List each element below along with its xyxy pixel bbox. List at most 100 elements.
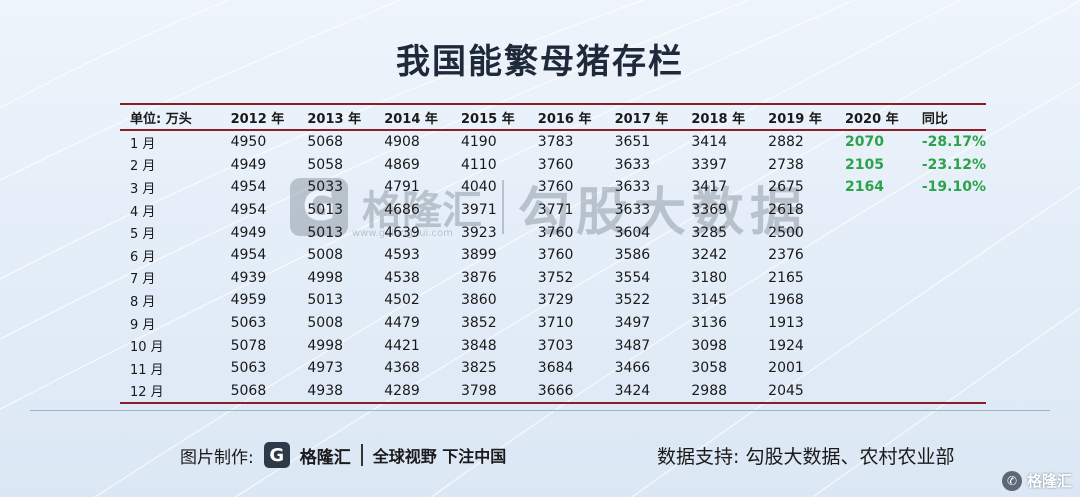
watermark-logo-icon: G (290, 178, 348, 236)
cell-value: 4938 (307, 382, 344, 399)
cell-yoy (922, 380, 986, 404)
row-month: 11 月 (130, 362, 164, 378)
cell-value: 3760 (537, 156, 574, 173)
data-source: 数据支持: 勾股大数据、农村农业部 (657, 445, 955, 468)
cell-value: 3651 (614, 134, 651, 151)
table-row: 6 月 4954 5008 4593 3899 3760 3586 3242 2376 (120, 244, 986, 267)
cell-value: 3825 (460, 360, 497, 377)
cell-value: 3899 (460, 247, 497, 264)
cell-value: 5013 (307, 292, 344, 309)
cell-value: 3522 (614, 292, 651, 309)
cell-value: 3487 (614, 337, 651, 354)
cell-value: 3554 (614, 269, 651, 286)
cell-value: 3783 (537, 134, 574, 151)
cell-value: 4959 (230, 292, 267, 309)
cell-2020 (845, 244, 922, 267)
row-month: 5 月 (130, 227, 156, 243)
header-2020: 2020 年 (844, 111, 899, 127)
table-row: 3 月 4954 5033 4791 4040 3760 3633 3417 2675 2164 -… (120, 176, 986, 199)
cell-value: 5013 (307, 202, 344, 219)
cell-value: 3497 (614, 315, 651, 332)
cell-value: 1924 (768, 337, 804, 354)
cell-value: 1913 (768, 315, 804, 332)
header-yoy: 同比 (921, 111, 948, 127)
table-row: 10 月 5078 4998 4421 3848 3703 3487 3098 1924 (120, 334, 986, 357)
cell-value: 4954 (230, 202, 267, 219)
header-2019: 2019 年 (768, 111, 822, 127)
row-month: 6 月 (130, 249, 156, 265)
cell-value: 2988 (691, 382, 728, 399)
row-month: 10 月 (130, 340, 164, 356)
cell-2020 (845, 267, 922, 290)
cell-value: 5033 (307, 179, 344, 196)
cell-value: 4421 (384, 337, 420, 354)
header-2018: 2018 年 (691, 111, 746, 127)
cell-value: 4949 (230, 156, 267, 173)
page-title: 我国能繁母猪存栏 (396, 42, 684, 82)
cell-value: 2882 (768, 134, 804, 151)
made-by-label: 图片制作: (180, 447, 254, 468)
table-row: 5 月 4949 5013 4639 3923 3760 3604 3285 2500 (120, 221, 986, 244)
cell-value: 3771 (537, 202, 574, 219)
cell-value: 4593 (384, 247, 420, 264)
table-row: 12 月 5068 4938 4289 3798 3666 3424 2988 2045 (120, 380, 986, 404)
cell-value: 4998 (307, 337, 344, 354)
header-unit: 单位: 万头 (130, 111, 192, 127)
cell-value: 3752 (537, 269, 574, 286)
cell-value: 2045 (768, 382, 804, 399)
cell-value: 5068 (230, 382, 267, 399)
cell-value: 3633 (614, 156, 651, 173)
cell-value: 4639 (384, 224, 420, 241)
table-header-row: 单位: 万头 2012 年 2013 年 2014 年 2015 年 2016 … (120, 104, 986, 130)
cell-value: 3860 (460, 292, 497, 309)
cell-value: 5063 (230, 315, 267, 332)
cell-value: 4954 (230, 179, 267, 196)
cell-value: 4869 (384, 156, 420, 173)
watermark: G 格隆汇 www.gelonghui.com 勾股大数据 (290, 172, 810, 243)
cell-value: 4110 (460, 156, 497, 173)
table-row: 1 月 4950 5068 4908 4190 3783 3651 3414 2882 2070 -… (120, 130, 986, 154)
cell-value: 4973 (307, 360, 344, 377)
cell-2020: 2105 (844, 156, 884, 173)
cell-value: 3098 (691, 337, 728, 354)
cell-value: 4368 (384, 360, 420, 377)
header-2014: 2014 年 (384, 111, 438, 127)
cell-yoy (922, 221, 986, 244)
cell-value: 3666 (537, 382, 574, 399)
cell-value: 2376 (768, 247, 804, 264)
cell-value: 3760 (537, 247, 574, 264)
cell-value: 3852 (460, 315, 497, 332)
cell-value: 3703 (537, 337, 574, 354)
table-row: 4 月 4954 5013 4686 3971 3771 3633 3369 2618 (120, 199, 986, 222)
cell-yoy: -23.12% (921, 156, 986, 173)
cell-2020 (845, 312, 922, 335)
cell-value: 4998 (307, 269, 344, 286)
row-month: 1 月 (130, 136, 156, 152)
cell-value: 3760 (537, 179, 574, 196)
row-month: 3 月 (130, 181, 156, 197)
header-2012: 2012 年 (230, 111, 285, 127)
header-2016: 2016 年 (537, 111, 592, 127)
cell-value: 3876 (460, 269, 497, 286)
cell-2020 (845, 221, 922, 244)
cell-value: 3710 (537, 315, 574, 332)
cell-value: 3923 (460, 224, 497, 241)
footer-credit: 图片制作: G 格隆汇 全球视野 下注中国 (180, 440, 506, 470)
table-row: 2 月 4949 5058 4869 4110 3760 3633 3397 2738 2105 -… (120, 154, 986, 177)
cell-value: 3466 (614, 360, 651, 377)
cell-value: 3848 (460, 337, 497, 354)
cell-yoy (922, 199, 986, 222)
footer-brand: 格隆汇 (299, 447, 351, 468)
cell-value: 2001 (768, 360, 804, 377)
cell-value: 4538 (384, 269, 420, 286)
cell-yoy: -19.10% (921, 179, 986, 196)
cell-value: 4949 (230, 224, 267, 241)
row-month: 8 月 (130, 294, 156, 310)
cell-value: 5058 (307, 156, 344, 173)
footer-slogan: 全球视野 下注中国 (372, 447, 507, 466)
cell-value: 5008 (307, 247, 344, 264)
row-month: 7 月 (130, 272, 156, 288)
cell-2020: 2070 (844, 134, 884, 151)
cell-yoy (922, 357, 986, 380)
cell-value: 3971 (460, 202, 497, 219)
